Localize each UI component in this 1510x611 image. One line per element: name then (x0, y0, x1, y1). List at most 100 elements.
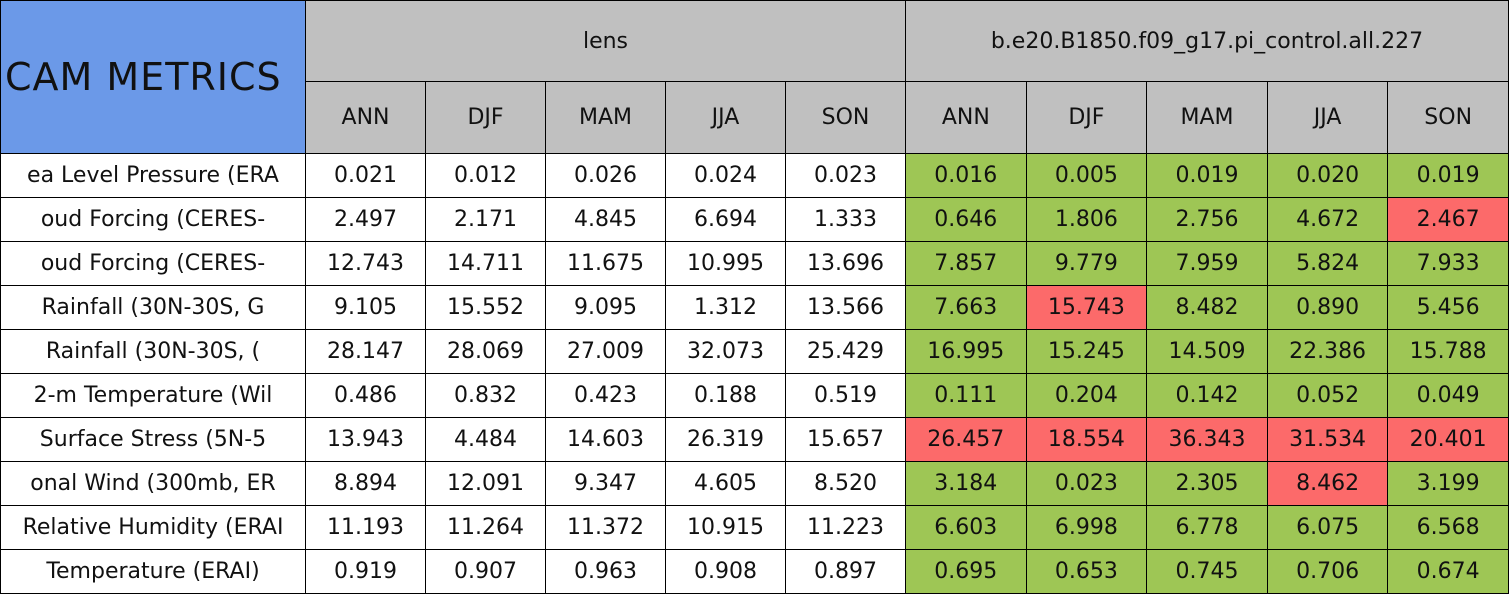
lens-value: 1.333 (785, 197, 906, 242)
lens-value: 28.069 (425, 329, 546, 374)
control-value: 6.568 (1387, 505, 1509, 550)
group-header: b.e20.B1850.f09_g17.pi_control.all.227 (905, 0, 1509, 82)
lens-value: 15.657 (785, 417, 906, 462)
lens-value: 32.073 (665, 329, 786, 374)
control-value: 3.184 (905, 461, 1027, 506)
control-value: 22.386 (1266, 329, 1389, 374)
group-header: lens (305, 0, 906, 82)
lens-value: 27.009 (545, 329, 666, 374)
row-label: ea Level Pressure (ERA (0, 153, 306, 198)
lens-value: 9.105 (305, 285, 426, 330)
control-value: 6.603 (905, 505, 1027, 550)
lens-value: 0.021 (305, 153, 426, 198)
table-row: Rainfall (30N-30S, G 9.105 15.552 9.095 1.31… (0, 285, 1509, 330)
lens-value: 0.012 (425, 153, 546, 198)
lens-value: 8.520 (785, 461, 906, 506)
control-value: 0.020 (1266, 153, 1389, 198)
control-value: 0.890 (1266, 285, 1389, 330)
lens-value: 0.908 (665, 549, 786, 594)
table-row: oud Forcing (CERES- 12.743 14.711 11.675 10.… (0, 241, 1509, 286)
control-value: 9.779 (1025, 241, 1148, 286)
control-value: 5.824 (1266, 241, 1389, 286)
control-value: 0.019 (1387, 153, 1509, 198)
control-value: 2.467 (1387, 197, 1509, 242)
season-header: MAM (545, 81, 666, 154)
control-value: 31.534 (1266, 417, 1389, 462)
lens-value: 9.095 (545, 285, 666, 330)
season-header: JJA (1266, 81, 1389, 154)
table-row: ea Level Pressure (ERA 0.021 0.012 0.026 0.0… (0, 153, 1509, 198)
lens-value: 15.552 (425, 285, 546, 330)
control-value: 0.049 (1387, 373, 1509, 418)
control-value: 0.204 (1025, 373, 1148, 418)
control-value: 0.674 (1387, 549, 1509, 594)
table-row: CAM METRICS lens b.e20.B1850.f09_g17.pi_co… (0, 0, 1509, 154)
table-row: onal Wind (300mb, ER 8.894 12.091 9.347 4.60… (0, 461, 1509, 506)
lens-value: 8.894 (305, 461, 426, 506)
corner-header: CAM METRICS (0, 0, 306, 154)
control-value: 0.745 (1146, 549, 1268, 594)
row-label: onal Wind (300mb, ER (0, 461, 306, 506)
lens-value: 12.091 (425, 461, 546, 506)
row-label: Temperature (ERAI) (0, 549, 306, 594)
row-label: oud Forcing (CERES- (0, 197, 306, 242)
lens-value: 25.429 (785, 329, 906, 374)
control-value: 0.111 (905, 373, 1027, 418)
control-value: 8.462 (1266, 461, 1389, 506)
row-label: Surface Stress (5N-5 (0, 417, 306, 462)
control-value: 7.933 (1387, 241, 1509, 286)
control-value: 0.653 (1025, 549, 1148, 594)
control-value: 8.482 (1146, 285, 1268, 330)
lens-value: 11.264 (425, 505, 546, 550)
lens-value: 13.696 (785, 241, 906, 286)
control-value: 7.959 (1146, 241, 1268, 286)
control-value: 0.005 (1025, 153, 1148, 198)
row-label: 2-m Temperature (Wil (0, 373, 306, 418)
lens-value: 0.024 (665, 153, 786, 198)
lens-value: 10.995 (665, 241, 786, 286)
season-header: ANN (905, 81, 1027, 154)
lens-value: 11.372 (545, 505, 666, 550)
row-label: Rainfall (30N-30S, ( (0, 329, 306, 374)
control-value: 2.756 (1146, 197, 1268, 242)
control-value: 0.052 (1266, 373, 1389, 418)
row-label: Relative Humidity (ERAI (0, 505, 306, 550)
control-value: 26.457 (905, 417, 1027, 462)
lens-value: 28.147 (305, 329, 426, 374)
table-row: 2-m Temperature (Wil 0.486 0.832 0.423 0.188… (0, 373, 1509, 418)
lens-value: 0.963 (545, 549, 666, 594)
table-row: Relative Humidity (ERAI 11.193 11.264 11.37… (0, 505, 1509, 550)
season-header: JJA (665, 81, 786, 154)
lens-value: 4.605 (665, 461, 786, 506)
season-header: DJF (425, 81, 546, 154)
lens-value: 13.943 (305, 417, 426, 462)
lens-value: 2.497 (305, 197, 426, 242)
control-value: 1.806 (1025, 197, 1148, 242)
control-value: 0.019 (1146, 153, 1268, 198)
table-row: Surface Stress (5N-5 13.943 4.484 14.603 26.… (0, 417, 1509, 462)
lens-value: 9.347 (545, 461, 666, 506)
lens-value: 0.519 (785, 373, 906, 418)
control-value: 36.343 (1146, 417, 1268, 462)
lens-value: 0.188 (665, 373, 786, 418)
lens-value: 26.319 (665, 417, 786, 462)
season-header: SON (1387, 81, 1509, 154)
control-value: 14.509 (1146, 329, 1268, 374)
control-value: 18.554 (1025, 417, 1148, 462)
lens-value: 0.907 (425, 549, 546, 594)
control-value: 7.663 (905, 285, 1027, 330)
lens-value: 2.171 (425, 197, 546, 242)
lens-value: 0.897 (785, 549, 906, 594)
control-value: 20.401 (1387, 417, 1509, 462)
control-value: 2.305 (1146, 461, 1268, 506)
season-header: SON (785, 81, 906, 154)
control-value: 6.075 (1266, 505, 1389, 550)
lens-value: 10.915 (665, 505, 786, 550)
lens-value: 11.223 (785, 505, 906, 550)
control-value: 15.788 (1387, 329, 1509, 374)
control-value: 5.456 (1387, 285, 1509, 330)
control-value: 4.672 (1266, 197, 1389, 242)
table-row: Temperature (ERAI) 0.919 0.907 0.963 0.908 0.… (0, 549, 1509, 594)
lens-value: 12.743 (305, 241, 426, 286)
lens-value: 14.711 (425, 241, 546, 286)
